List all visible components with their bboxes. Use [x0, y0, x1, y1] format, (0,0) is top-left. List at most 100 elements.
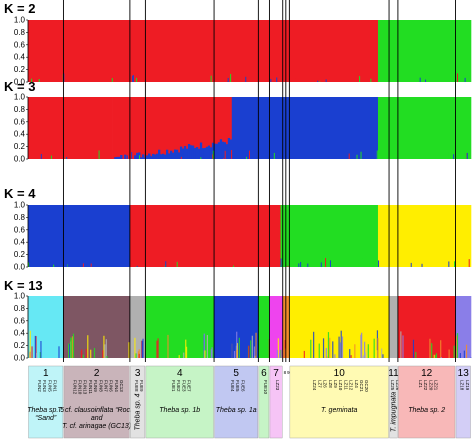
- admixture-bar: [246, 156, 248, 159]
- admixture-bar: [241, 356, 244, 358]
- admixture-bar: [361, 258, 363, 267]
- admixture-bar: [199, 142, 203, 159]
- admixture-bar: [219, 139, 223, 159]
- admixture-bar: [50, 155, 52, 159]
- admixture-bar: [102, 350, 104, 358]
- admixture-bar: [84, 152, 86, 159]
- admixture-bar: [183, 343, 185, 358]
- admixture-bar: [340, 330, 342, 358]
- sample-id: LZ23: [275, 380, 280, 391]
- admixture-bar: [280, 349, 282, 358]
- admixture-bar: [247, 77, 249, 82]
- admixture-bar: [136, 152, 139, 159]
- admixture-bar: [193, 148, 197, 159]
- admixture-bar: [367, 344, 369, 358]
- admixture-bar: [128, 342, 130, 358]
- admixture-bar: [455, 335, 458, 358]
- sample-id: FUE9: [139, 380, 144, 392]
- admixture-bar: [310, 339, 312, 358]
- admixture-bar: [29, 330, 31, 358]
- y-tick-label: 0.4: [14, 53, 26, 62]
- group-label-box: [214, 365, 259, 439]
- admixture-bar: [224, 150, 226, 159]
- admixture-bar: [359, 76, 361, 82]
- ancestry-block-cyan: [28, 296, 64, 358]
- admixture-bar: [175, 149, 179, 159]
- admixture-bar: [50, 73, 52, 82]
- admixture-bar: [162, 153, 165, 159]
- group-number-small: 8: [284, 370, 287, 375]
- group-label-box: [269, 365, 283, 439]
- admixture-bar: [456, 333, 459, 358]
- admixture-bar: [105, 339, 107, 358]
- group-label-box: [145, 365, 214, 439]
- ancestry-block-red: [397, 296, 456, 358]
- admixture-bar: [366, 335, 368, 358]
- admixture-bar: [171, 152, 175, 159]
- admixture-bar: [303, 350, 305, 358]
- y-tick-label: 0.6: [14, 316, 26, 325]
- sample-id: LZ10: [338, 380, 343, 391]
- group-name: Theba sp. 4: [135, 393, 142, 430]
- admixture-bar: [354, 79, 356, 82]
- admixture-bar: [307, 263, 309, 267]
- ancestry-block-grey: [389, 296, 399, 358]
- sample-id: FUE1: [171, 380, 176, 392]
- admixture-bar: [152, 153, 155, 159]
- admixture-bar: [376, 350, 378, 358]
- y-tick-label: 0.2: [14, 142, 26, 151]
- admixture-bar: [357, 262, 359, 267]
- admixture-bar: [116, 156, 119, 159]
- admixture-bar: [300, 261, 302, 267]
- admixture-bar: [223, 81, 225, 82]
- sample-id: GC13: [119, 380, 124, 392]
- group-name: T. cf. arinagae (GC13): [62, 423, 131, 430]
- admixture-bar: [425, 79, 427, 82]
- admixture-bar: [381, 348, 383, 358]
- admixture-bar: [176, 261, 178, 267]
- sample-id: FUN8: [98, 380, 103, 392]
- admixture-bar: [360, 334, 362, 358]
- admixture-bar: [451, 78, 453, 82]
- admixture-bar: [313, 331, 315, 358]
- admixture-bar: [364, 352, 367, 358]
- admixture-bar: [217, 142, 221, 159]
- sample-id: FUN13: [83, 380, 88, 395]
- admixture-bar: [40, 154, 42, 159]
- admixture-bar: [440, 340, 442, 358]
- admixture-bar: [90, 263, 92, 267]
- admixture-bar: [104, 344, 106, 358]
- admixture-bar: [362, 357, 364, 358]
- admixture-bar: [435, 353, 438, 358]
- admixture-bar: [419, 77, 421, 82]
- admixture-bar: [454, 261, 456, 267]
- admixture-bar: [235, 80, 237, 82]
- admixture-bar: [138, 349, 140, 358]
- y-tick-label: 0.6: [14, 117, 26, 126]
- group-label-2: 2 FUN12 FUN10 FUN13 FUN11 FUN9 FUN8 FUN7 FUN6 FUN…: [58, 365, 136, 439]
- admixture-bar: [70, 337, 72, 358]
- admixture-bar: [325, 258, 327, 267]
- admixture-bar: [183, 146, 187, 159]
- admixture-bar: [440, 357, 442, 358]
- admixture-bar: [227, 77, 229, 82]
- admixture-bar: [106, 356, 108, 358]
- y-tick-label: 0.8: [14, 304, 26, 313]
- admixture-bar: [270, 78, 272, 82]
- admixture-bar: [223, 158, 225, 159]
- admixture-bar: [395, 157, 397, 159]
- sample-id: FUE5: [235, 380, 240, 392]
- admixture-bar: [276, 77, 278, 82]
- admixture-bar: [200, 157, 202, 159]
- admixture-bar: [82, 354, 84, 358]
- sample-id: LZ24: [312, 380, 317, 391]
- ancestry-block-yellow: [377, 205, 472, 267]
- admixture-bar: [232, 265, 234, 267]
- admixture-bar: [212, 154, 214, 159]
- admixture-bar: [248, 150, 250, 159]
- admixture-bar: [201, 148, 205, 159]
- sample-id: FUN4: [114, 380, 119, 392]
- panel-k2: K = 30.00.20.40.60.81.0: [4, 79, 472, 164]
